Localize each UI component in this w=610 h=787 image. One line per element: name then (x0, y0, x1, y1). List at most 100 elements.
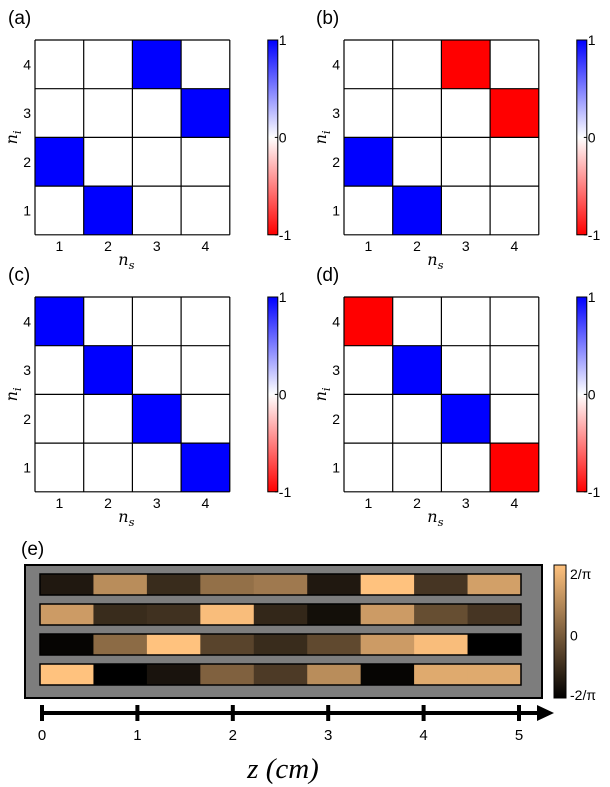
matrix-cell (441, 297, 491, 346)
phase-segment (146, 664, 201, 685)
matrix-cell (344, 345, 393, 395)
y-axis-label: ni (311, 387, 333, 401)
x-tick-label: 2 (104, 495, 112, 511)
matrix-cell (35, 40, 84, 89)
waveguide-row (39, 573, 522, 596)
z-axis-tick-label: 1 (133, 727, 141, 744)
panel-label: (c) (8, 265, 30, 286)
matrix-cell (344, 443, 393, 492)
y-tick-label: 4 (23, 56, 31, 72)
matrix-cell (181, 186, 230, 235)
colorbar-tick-label: 1 (279, 289, 287, 305)
y-tick-label: 1 (332, 202, 340, 218)
phase-segment (360, 574, 415, 595)
phase-segment (414, 604, 468, 625)
y-tick-label: 4 (332, 313, 340, 329)
matrix-cell (181, 297, 230, 346)
matrix-cell (35, 88, 84, 138)
matrix-cell (181, 394, 230, 444)
phase-segment (146, 604, 201, 625)
z-axis-tick (517, 705, 521, 721)
colorbar-tick-label: -1 (279, 484, 292, 500)
x-axis-label: ns (118, 507, 134, 529)
phase-segment (93, 634, 148, 655)
matrix-cell (392, 394, 442, 444)
colorbar-tick-label: -1 (279, 227, 292, 243)
x-axis-label: ns (427, 250, 443, 272)
phase-segment (414, 574, 468, 595)
y-axis-label: ni (2, 130, 24, 144)
matrix-cell (83, 345, 133, 395)
matrix-cell (132, 394, 182, 444)
matrix-cell (35, 443, 84, 492)
x-tick-label: 1 (55, 495, 63, 511)
matrix-cell (344, 394, 393, 444)
y-tick-label: 2 (332, 154, 340, 170)
matrix-cell (83, 88, 133, 138)
x-tick-label: 2 (413, 495, 421, 511)
matrix-cell (132, 443, 182, 492)
matrix-cell (490, 345, 539, 395)
matrix-cell (392, 186, 442, 235)
matrix-cell (83, 186, 133, 235)
colorbar-tick-label: -2/π (570, 687, 596, 703)
z-axis-tick (40, 705, 44, 721)
colorbar (553, 564, 567, 699)
x-tick-label: 3 (462, 495, 470, 511)
waveguide-row (39, 663, 522, 686)
matrix-cell (441, 394, 491, 444)
colorbar-tick-label: 2/π (570, 566, 592, 582)
phase-segment (146, 574, 201, 595)
colorbar-tick-label: 0 (570, 628, 578, 644)
colorbar-tick-label: 1 (588, 32, 596, 48)
y-tick-label: 3 (332, 362, 340, 378)
matrix-panel-b: (b) 1 2 3 4 1 2 3 4 ns ni -1 0 1 (311, 8, 600, 272)
z-axis-tick-label: 3 (324, 727, 332, 744)
matrix-cell (132, 137, 182, 187)
matrix-cell (181, 137, 230, 187)
matrix-cell (490, 394, 539, 444)
matrix-panel-a: (a) 1 2 3 4 1 2 3 4 ns ni -1 0 1 (2, 8, 291, 272)
y-tick-label: 3 (23, 362, 31, 378)
matrix-cell (490, 186, 539, 235)
x-tick-label: 4 (202, 238, 210, 254)
phase-segment (200, 634, 255, 655)
x-tick-label: 3 (153, 238, 161, 254)
matrix-cell (344, 297, 393, 346)
matrix-cell (490, 297, 539, 346)
panel-label: (e) (21, 539, 44, 560)
matrix-cell (35, 394, 84, 444)
colorbar-tick-label: -1 (588, 227, 601, 243)
matrix-panel-c: (c) 1 2 3 4 1 2 3 4 ns ni -1 0 1 (2, 265, 291, 529)
y-tick-label: 3 (23, 105, 31, 121)
phase-segment (360, 664, 415, 685)
phase-segment (467, 604, 522, 625)
colorbar-tick-label: 1 (279, 32, 287, 48)
z-axis-tick-label: 5 (515, 727, 523, 744)
matrix-cell (392, 345, 442, 395)
z-axis-tick-label: 4 (419, 727, 427, 744)
matrix-cell (490, 88, 539, 138)
z-axis-tick (135, 705, 140, 721)
matrix-cell (83, 297, 133, 346)
phase-segment (414, 664, 468, 685)
matrix-cell (441, 137, 491, 187)
x-tick-label: 2 (413, 238, 421, 254)
y-tick-label: 3 (332, 105, 340, 121)
matrix-cell (490, 443, 539, 492)
matrix-cell (132, 88, 182, 138)
x-axis-label: ns (118, 250, 134, 272)
phase-segment (307, 664, 361, 685)
colorbar-tick-label: 0 (279, 386, 287, 402)
z-axis-label: z (cm) (246, 753, 319, 785)
waveguide-row (39, 633, 522, 656)
matrix-cell (35, 186, 84, 235)
panel-label: (a) (8, 8, 31, 29)
y-tick-label: 4 (23, 313, 31, 329)
x-tick-label: 4 (202, 495, 210, 511)
matrix-cell (441, 88, 491, 138)
x-tick-label: 4 (511, 495, 519, 511)
waveguide-row (39, 603, 522, 626)
phase-segment (253, 634, 308, 655)
z-axis-tick (230, 705, 235, 721)
